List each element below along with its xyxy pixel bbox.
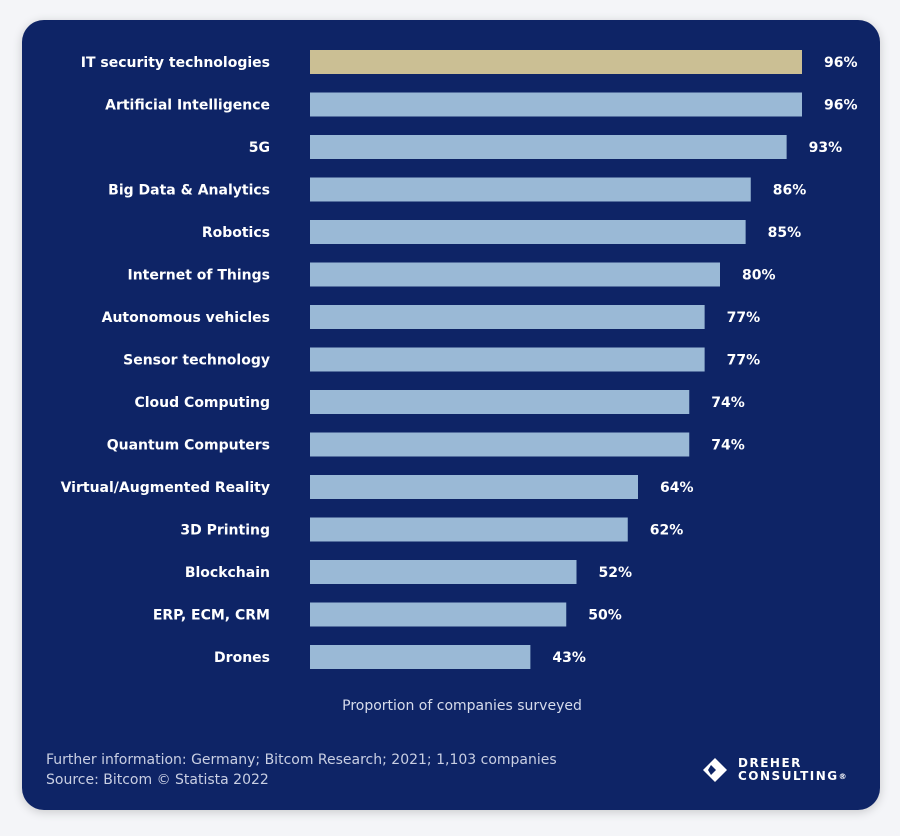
category-label-9: Quantum Computers [107, 438, 270, 454]
category-label-13: ERP, ECM, CRM [153, 608, 270, 624]
bar-9 [310, 432, 690, 457]
bar-1 [310, 92, 802, 117]
bar-11 [310, 517, 628, 542]
category-label-11: 3D Printing [180, 523, 270, 539]
value-label-1: 96% [824, 98, 858, 114]
bar-6 [310, 305, 705, 329]
value-label-8: 74% [711, 395, 745, 411]
category-label-6: Autonomous vehicles [102, 310, 270, 326]
logo-registered-mark: ® [838, 772, 849, 781]
category-label-2: 5G [249, 140, 270, 156]
category-label-4: Robotics [202, 225, 270, 241]
bar-7 [310, 347, 705, 372]
bar-5 [310, 262, 720, 287]
bar-12 [310, 560, 577, 584]
category-label-10: Virtual/Augmented Reality [61, 480, 270, 496]
footer-info: Further information: Germany; Bitcom Res… [46, 752, 557, 768]
value-label-11: 62% [650, 523, 684, 539]
value-label-5: 80% [742, 268, 776, 284]
dreher-consulting-logo: DREHER CONSULTING® [702, 754, 848, 786]
bar-0 [310, 50, 802, 74]
bar-3 [310, 177, 751, 202]
bar-10 [310, 475, 638, 499]
value-label-4: 85% [768, 225, 802, 241]
footer: Further information: Germany; Bitcom Res… [46, 750, 557, 790]
value-label-14: 43% [552, 650, 586, 666]
logo-line-2: CONSULTING [738, 769, 839, 783]
value-label-10: 64% [660, 480, 694, 496]
logo-line-1: DREHER [738, 756, 802, 770]
category-label-0: IT security technologies [81, 55, 270, 71]
value-label-3: 86% [773, 183, 807, 199]
value-label-13: 50% [588, 608, 622, 624]
bar-13 [310, 602, 567, 627]
category-label-5: Internet of Things [127, 268, 270, 284]
bar-2 [310, 135, 787, 159]
value-label-0: 96% [824, 55, 858, 71]
value-label-12: 52% [599, 565, 633, 581]
value-label-9: 74% [711, 438, 745, 454]
bar-8 [310, 390, 690, 414]
value-label-7: 77% [727, 353, 761, 369]
bar-4 [310, 220, 746, 244]
value-label-6: 77% [727, 310, 761, 326]
category-label-8: Cloud Computing [134, 395, 270, 411]
category-label-14: Drones [214, 650, 270, 666]
footer-source: Source: Bitcom © Statista 2022 [46, 772, 269, 788]
category-label-12: Blockchain [185, 565, 270, 581]
bar-14 [310, 645, 531, 669]
category-label-3: Big Data & Analytics [108, 183, 270, 199]
category-label-1: Artificial Intelligence [105, 98, 270, 114]
category-label-7: Sensor technology [123, 353, 270, 369]
chart-card: IT security technologies 96% Artificial In… [22, 20, 880, 810]
value-label-2: 93% [809, 140, 843, 156]
diamond-logo-icon [703, 758, 727, 782]
bar-chart: IT security technologies 96% Artificial In… [61, 50, 858, 669]
x-axis-label: Proportion of companies surveyed [342, 698, 582, 714]
